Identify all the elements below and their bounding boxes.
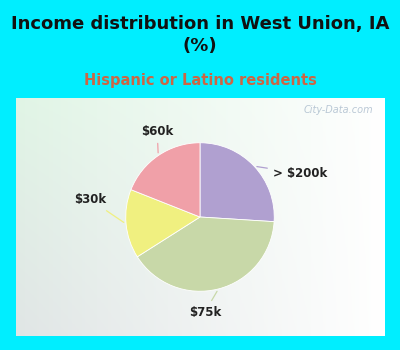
Text: Hispanic or Latino residents: Hispanic or Latino residents bbox=[84, 73, 316, 88]
Wedge shape bbox=[131, 143, 200, 217]
Text: > $200k: > $200k bbox=[257, 167, 327, 180]
Wedge shape bbox=[200, 143, 274, 222]
Text: $60k: $60k bbox=[141, 125, 173, 153]
Text: City-Data.com: City-Data.com bbox=[303, 105, 373, 115]
Text: $75k: $75k bbox=[189, 291, 221, 319]
Wedge shape bbox=[137, 217, 274, 291]
Text: Income distribution in West Union, IA
(%): Income distribution in West Union, IA (%… bbox=[11, 15, 389, 55]
Wedge shape bbox=[126, 190, 200, 257]
Text: $30k: $30k bbox=[74, 193, 124, 223]
